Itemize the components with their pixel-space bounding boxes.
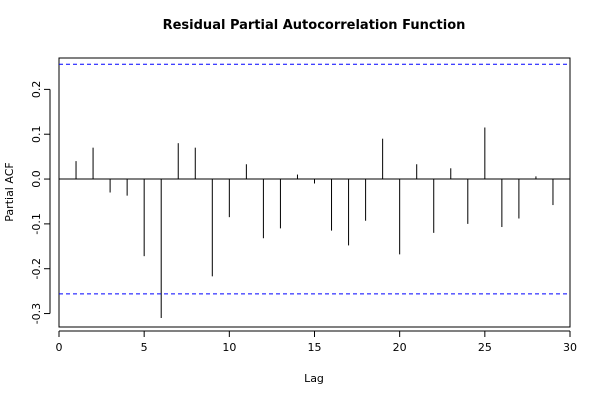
y-axis: -0.3 -0.2 -0.1 0.0 0.1 0.2 — [30, 81, 51, 324]
y-tick-label: 0.0 — [30, 170, 43, 188]
x-tick-label: 25 — [478, 341, 492, 354]
x-axis-label: Lag — [304, 372, 324, 385]
y-tick-label: -0.2 — [30, 258, 43, 279]
y-tick-label: 0.2 — [30, 81, 43, 99]
x-tick-label: 0 — [56, 341, 63, 354]
y-axis-label: Partial ACF — [3, 162, 16, 221]
x-tick-label: 5 — [141, 341, 148, 354]
confidence-bands — [59, 63, 570, 295]
spike-series — [59, 127, 570, 319]
y-tick-label: 0.1 — [30, 125, 43, 143]
y-tick-label: -0.3 — [30, 303, 43, 324]
x-tick-label: 10 — [222, 341, 236, 354]
x-tick-label: 20 — [393, 341, 407, 354]
y-tick-label: -0.1 — [30, 213, 43, 234]
x-tick-label: 15 — [308, 341, 322, 354]
chart-title: Residual Partial Autocorrelation Functio… — [163, 18, 466, 33]
plot-frame — [58, 57, 571, 328]
x-tick-label: 30 — [563, 341, 577, 354]
x-axis: 0 5 10 15 20 25 30 — [56, 330, 577, 354]
